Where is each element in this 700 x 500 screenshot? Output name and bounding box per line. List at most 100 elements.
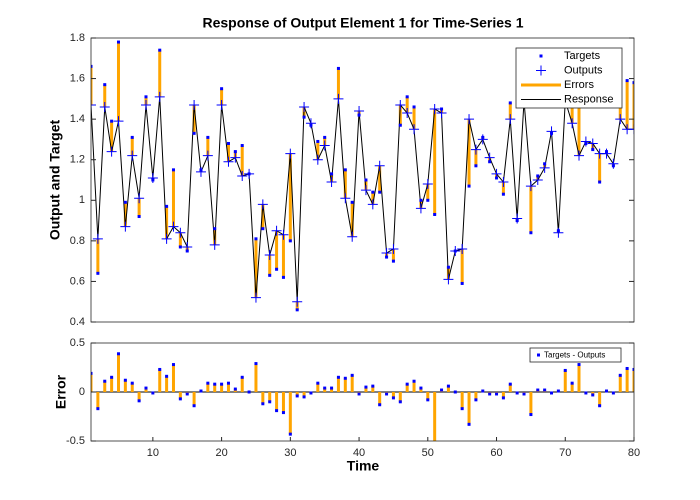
target-marker — [405, 95, 409, 99]
output-marker — [580, 136, 591, 147]
output-marker — [99, 101, 110, 112]
target-marker — [254, 237, 258, 241]
target-marker — [501, 192, 505, 196]
target-marker — [323, 135, 327, 139]
x-tick-label: 60 — [490, 447, 502, 459]
error-marker — [336, 375, 340, 379]
target-marker — [178, 245, 182, 249]
target-marker — [137, 215, 141, 219]
error-marker — [233, 387, 237, 391]
output-marker — [347, 231, 358, 242]
y-axis-label: Output and Target — [47, 120, 63, 241]
error-marker — [137, 399, 141, 403]
legend-box — [515, 47, 623, 109]
output-marker — [415, 203, 426, 214]
error-marker — [144, 386, 148, 390]
target-marker — [213, 227, 217, 231]
target-marker — [426, 198, 430, 202]
output-marker — [127, 150, 138, 161]
target-marker — [391, 259, 395, 263]
x-tick-label: 80 — [628, 447, 640, 459]
output-marker — [498, 177, 509, 188]
output-marker — [333, 93, 344, 104]
output-marker — [120, 221, 131, 232]
error-marker — [226, 381, 230, 385]
target-marker — [116, 40, 120, 44]
target-marker — [158, 48, 162, 52]
error-marker — [288, 432, 292, 436]
error-marker — [247, 390, 251, 394]
output-marker — [161, 233, 172, 244]
output-marker — [450, 246, 461, 256]
target-marker — [302, 115, 306, 119]
legend-label: Outputs — [564, 64, 603, 76]
legend-symbol — [539, 54, 543, 58]
x-tick-label: 70 — [559, 447, 571, 459]
error-marker — [240, 375, 244, 379]
axes-box — [90, 37, 635, 323]
x-tick-label: 40 — [353, 447, 365, 459]
output-marker — [147, 172, 158, 183]
target-marker — [330, 172, 334, 176]
error-marker — [412, 379, 416, 383]
target-marker — [336, 66, 340, 70]
error-marker — [171, 363, 175, 367]
plot-content — [91, 352, 634, 441]
output-marker — [154, 91, 165, 102]
error-marker — [357, 392, 361, 396]
output-marker — [264, 250, 275, 261]
error-marker — [116, 352, 120, 356]
error-marker — [364, 385, 368, 389]
target-marker — [275, 267, 279, 271]
y-tick-label: 0.6 — [70, 275, 85, 287]
error-marker — [275, 409, 279, 413]
y-tick-label: 1.8 — [70, 32, 85, 44]
output-marker — [402, 108, 413, 119]
target-marker — [625, 79, 629, 83]
error-marker — [570, 381, 574, 385]
output-marker — [587, 138, 598, 149]
error-marker — [96, 407, 100, 411]
target-marker — [474, 164, 478, 168]
target-marker — [412, 105, 416, 109]
output-marker — [189, 99, 200, 110]
output-marker — [491, 168, 502, 179]
output-marker — [92, 233, 103, 244]
error-marker — [543, 388, 547, 392]
output-marker — [457, 243, 468, 254]
legend-label: Errors — [564, 79, 594, 91]
output-marker — [134, 193, 145, 204]
output-marker — [168, 221, 179, 232]
target-marker — [378, 190, 382, 194]
error-marker — [309, 391, 313, 395]
y-tick-label: 0 — [79, 386, 85, 398]
output-marker — [532, 175, 543, 185]
error-marker — [350, 373, 354, 377]
error-marker — [419, 386, 423, 390]
target-marker — [446, 265, 450, 269]
output-marker — [464, 114, 475, 125]
target-marker — [240, 144, 244, 148]
target-marker — [343, 168, 347, 172]
error-marker — [611, 391, 615, 395]
output-marker — [285, 148, 296, 159]
output-marker — [429, 104, 440, 114]
error-marker — [185, 392, 189, 396]
response-line — [91, 96, 634, 302]
error-marker — [515, 391, 519, 395]
output-marker — [574, 150, 585, 161]
output-marker — [395, 99, 406, 110]
target-marker — [233, 150, 237, 154]
error-marker — [302, 395, 306, 399]
output-marker — [106, 146, 117, 157]
error-marker — [178, 397, 182, 401]
output-marker — [629, 124, 634, 135]
target-marker — [316, 139, 320, 143]
output-marker — [195, 166, 206, 177]
y-tick-label: 0.4 — [70, 316, 85, 328]
output-marker — [422, 179, 433, 190]
output-marker — [230, 152, 241, 163]
x-tick-label: 50 — [422, 447, 434, 459]
target-marker — [192, 131, 196, 135]
error-marker — [440, 388, 444, 392]
